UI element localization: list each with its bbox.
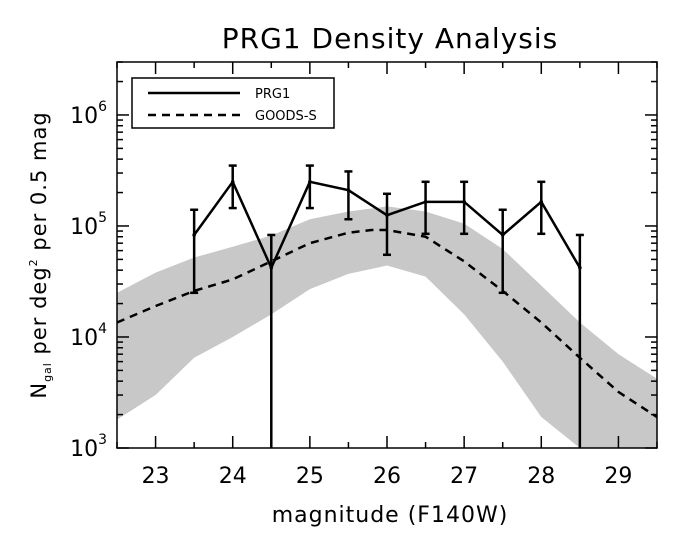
x-tick-label: 26 (373, 464, 401, 489)
legend-box (131, 77, 335, 129)
legend-label-prg1: PRG1 (255, 87, 290, 102)
x-tick-label: 28 (527, 464, 555, 489)
legend: PRG1 GOODS-S (131, 77, 335, 129)
legend-label-goods-s: GOODS-S (255, 109, 317, 124)
prg1-point (462, 200, 466, 204)
solid-layer (190, 164, 584, 448)
y-tick-label: 105 (70, 210, 107, 240)
prg1-point (385, 213, 389, 218)
axes-layer: 23 24 25 26 27 28 29 103 104 105 106 (70, 61, 658, 489)
goods-s-line (116, 228, 658, 419)
goods-s-range-band (117, 206, 657, 448)
y-tick-label: 104 (70, 321, 107, 351)
y-label-prefix: N (27, 382, 51, 399)
y-axis-label: Ngal per deg2 per 0.5 mag (27, 111, 54, 398)
x-tick-label: 25 (296, 464, 324, 489)
y-tick-label: 103 (70, 432, 107, 462)
band-layer (117, 206, 657, 448)
prg1-point (308, 180, 312, 184)
prg1-point (423, 200, 428, 204)
y-label-sup: 2 (27, 258, 40, 266)
prg1-point (346, 188, 351, 193)
prg1-point (269, 266, 274, 270)
prg1-point (578, 266, 582, 270)
x-axis-label: magnitude (F140W) (272, 503, 509, 528)
prg1-point (500, 233, 505, 237)
y-label-suffix: per 0.5 mag (27, 111, 51, 258)
x-tick-label: 24 (219, 464, 247, 489)
y-label-mid: per deg (27, 266, 51, 362)
dashed-layer (116, 228, 658, 419)
y-tick-label: 106 (70, 99, 107, 129)
prg1-point (192, 233, 196, 237)
x-tick-label: 27 (450, 464, 478, 489)
x-tick-label: 23 (142, 464, 170, 489)
prg1-point (230, 180, 235, 184)
y-label-sub: gal (41, 362, 54, 382)
chart-title: PRG1 Density Analysis (222, 22, 558, 55)
prg1-point (539, 200, 544, 204)
x-tick-label: 29 (604, 464, 632, 489)
